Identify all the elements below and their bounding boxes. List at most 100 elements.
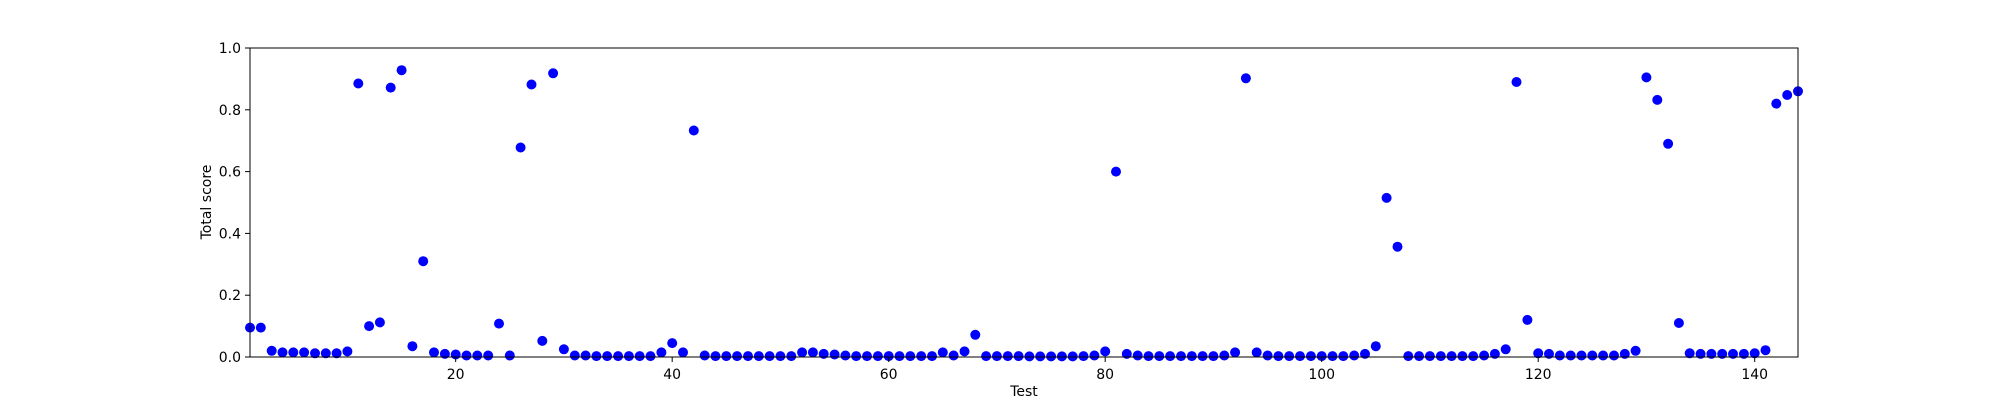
data-point — [862, 351, 872, 362]
x-axis-label: Test — [1009, 384, 1038, 400]
data-point — [1435, 351, 1446, 362]
data-point — [1717, 348, 1728, 359]
data-point — [1143, 351, 1154, 362]
data-point — [1165, 351, 1176, 362]
x-tick-label: 80 — [1096, 367, 1114, 383]
data-point — [818, 348, 829, 359]
data-point — [342, 346, 353, 357]
data-point — [1046, 351, 1057, 362]
data-point — [786, 351, 797, 362]
data-point — [1056, 351, 1067, 362]
data-point — [472, 350, 483, 361]
data-point — [1078, 351, 1089, 362]
data-point — [1511, 77, 1522, 87]
data-point — [1305, 351, 1316, 362]
data-point — [591, 351, 602, 362]
data-point — [1565, 350, 1576, 361]
data-point — [623, 351, 634, 362]
data-point — [526, 79, 537, 90]
data-point — [255, 322, 266, 333]
data-point — [1500, 344, 1511, 355]
y-tick-label: 0.4 — [219, 226, 241, 242]
data-point — [504, 350, 515, 361]
data-point — [1771, 98, 1782, 109]
data-point — [1684, 348, 1695, 359]
data-point — [1782, 90, 1793, 100]
data-point — [883, 351, 894, 362]
data-point — [429, 347, 439, 358]
plot-area-frame — [249, 47, 1799, 358]
data-point — [1349, 350, 1360, 361]
y-tick-label: 0.6 — [219, 165, 241, 181]
data-point — [1728, 348, 1738, 359]
data-point — [515, 142, 526, 153]
data-point — [374, 317, 385, 328]
data-point — [1392, 241, 1403, 252]
data-point — [807, 347, 818, 358]
data-point — [894, 351, 905, 362]
data-point — [905, 351, 916, 362]
data-point — [1673, 318, 1684, 328]
data-point — [1381, 192, 1392, 203]
data-point — [1121, 348, 1132, 359]
data-point — [948, 350, 959, 361]
data-point — [548, 68, 559, 79]
data-point — [1414, 351, 1425, 362]
data-point — [1479, 350, 1490, 361]
data-point — [288, 347, 299, 358]
data-point — [1197, 351, 1208, 362]
data-point — [277, 347, 288, 358]
data-point — [1100, 346, 1111, 357]
data-point — [699, 350, 710, 361]
data-point — [667, 338, 678, 349]
data-point — [299, 347, 310, 358]
data-point — [569, 350, 580, 361]
data-point — [1262, 350, 1273, 361]
data-point — [1316, 351, 1327, 362]
data-point — [634, 351, 645, 362]
data-point — [1446, 351, 1457, 362]
data-point — [461, 350, 472, 361]
data-point — [439, 348, 450, 359]
data-point — [1738, 348, 1749, 359]
data-point — [418, 256, 429, 267]
data-point — [353, 78, 364, 89]
y-tick-label: 1.0 — [219, 41, 241, 57]
data-point — [1154, 351, 1165, 362]
data-point — [645, 351, 656, 362]
data-point — [1295, 351, 1305, 362]
data-point — [753, 351, 764, 362]
x-tick-label: 40 — [663, 367, 681, 383]
y-axis-ticks: 0.0 0.2 0.4 0.6 0.8 1.0 — [219, 41, 250, 366]
data-point — [1067, 351, 1078, 362]
data-point — [775, 351, 786, 362]
data-point — [1598, 350, 1609, 361]
data-point — [320, 348, 331, 359]
data-point — [602, 351, 613, 362]
data-point — [1695, 348, 1706, 359]
data-point — [310, 348, 320, 359]
data-point — [710, 351, 721, 362]
data-point — [1652, 94, 1663, 105]
data-point — [840, 350, 851, 361]
data-point — [1522, 314, 1533, 325]
data-point — [1457, 351, 1468, 362]
data-point — [494, 318, 504, 329]
data-point — [537, 335, 548, 346]
data-point — [678, 347, 688, 358]
y-tick-label: 0.2 — [219, 288, 241, 304]
y-axis-label: Total score — [199, 165, 215, 241]
data-point — [1251, 347, 1262, 358]
data-point — [1630, 345, 1641, 356]
data-point — [991, 351, 1002, 362]
x-tick-label: 100 — [1308, 367, 1335, 383]
x-tick-label: 140 — [1741, 367, 1768, 383]
data-point — [1230, 347, 1241, 358]
data-point — [1208, 351, 1219, 362]
data-point — [1468, 351, 1479, 362]
data-point — [688, 125, 699, 136]
data-point — [331, 348, 342, 359]
data-point — [1360, 348, 1370, 359]
data-point — [981, 351, 992, 362]
data-point — [1403, 351, 1414, 362]
